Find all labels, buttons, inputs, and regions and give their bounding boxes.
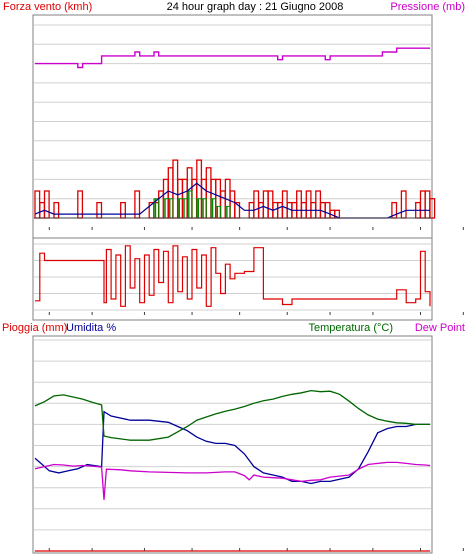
rain-title: Pioggia (mm) <box>2 322 67 334</box>
humidity-title: Umidita % <box>66 322 116 334</box>
wind-gust-bar <box>424 190 431 219</box>
direction-panel-frame <box>32 237 433 321</box>
wind-gust-bar <box>172 159 179 219</box>
wind-lull-series <box>149 190 231 219</box>
wind-gust-bar <box>324 201 331 219</box>
graph-title: 24 hour graph day : 21 Giugno 2008 <box>167 1 344 13</box>
pressure-title: Pressione (mb) <box>390 1 465 13</box>
wind-gust-bar <box>229 190 236 219</box>
wind-gust-bar <box>419 190 426 219</box>
wind-direction-series <box>35 245 431 307</box>
dew-point-title: Dew Point <box>415 322 465 334</box>
wind-panel-frame <box>32 14 433 239</box>
wind-average-series <box>34 182 430 219</box>
wind-gust-bar <box>277 201 283 219</box>
temperature-panel-frame <box>32 335 433 554</box>
wind-gust-bar <box>253 190 260 219</box>
wind-gust-bar <box>281 190 288 219</box>
wind-gust-bar <box>219 190 226 219</box>
temperature-series <box>34 389 430 441</box>
wind-gust-bar <box>258 201 264 219</box>
wind-gust-bar <box>315 190 322 219</box>
wind-gust-bar <box>186 167 193 219</box>
wind-gust-bar <box>429 198 436 219</box>
wind-gust-bar <box>305 190 312 219</box>
wind-gust-bar <box>267 190 274 219</box>
wind-gust-bar <box>96 201 103 219</box>
wind-gust-bar <box>120 201 126 219</box>
wind-gust-bar <box>43 190 50 219</box>
temperature-title: Temperatura (°C) <box>309 322 393 334</box>
wind-gust-bar <box>400 190 407 219</box>
dew-point-series <box>34 461 431 500</box>
pressure-series <box>35 47 430 69</box>
wind-gust-bar <box>196 159 203 219</box>
wind-gust-bar <box>53 201 60 219</box>
wind-gust-bar <box>153 201 160 219</box>
wind-gust-bar <box>296 190 302 219</box>
wind-speed-title: Forza vento (kmh) <box>3 1 92 13</box>
humidity-series <box>34 410 430 485</box>
wind-gust-bar <box>262 190 269 219</box>
